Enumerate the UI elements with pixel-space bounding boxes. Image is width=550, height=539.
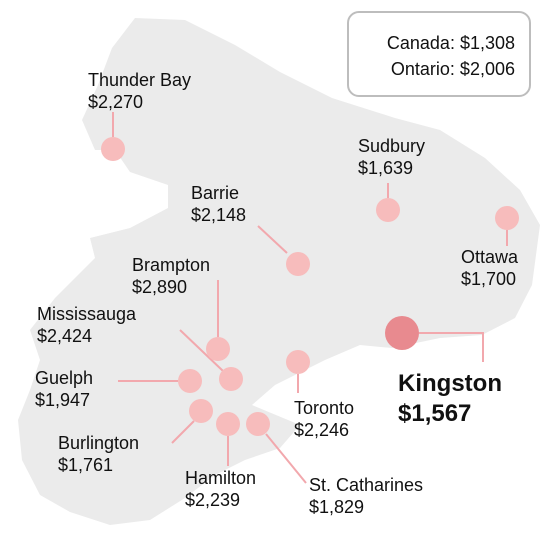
marker-guelph (178, 369, 202, 393)
legend-box: Canada: $1,308 Ontario: $2,006 (347, 11, 531, 97)
label-barrie: Barrie $2,148 (191, 182, 246, 226)
label-guelph: Guelph $1,947 (35, 367, 93, 411)
label-mississauga: Mississauga $2,424 (37, 303, 136, 347)
city-value: $1,947 (35, 390, 91, 410)
land-shape (18, 18, 540, 525)
label-burlington: Burlington $1,761 (58, 432, 139, 476)
city-value: $1,700 (461, 269, 517, 289)
city-name: Thunder Bay (88, 70, 192, 90)
marker-thunder-bay (101, 137, 125, 161)
city-value: $2,239 (185, 490, 241, 510)
marker-kingston (385, 316, 419, 350)
city-value: $2,270 (88, 92, 144, 112)
marker-burlington (189, 399, 213, 423)
leader-line-mississauga (179, 329, 224, 372)
marker-toronto (286, 350, 310, 374)
city-markers (101, 137, 519, 436)
marker-st-catharines (246, 412, 270, 436)
label-sudbury: Sudbury $1,639 (358, 135, 425, 179)
city-name: Burlington (58, 433, 140, 453)
city-value: $2,424 (37, 326, 93, 346)
label-brampton: Brampton $2,890 (132, 254, 210, 298)
city-value: $2,890 (132, 277, 188, 297)
leader-lines (112, 112, 508, 484)
marker-sudbury (376, 198, 400, 222)
leader-line-barrie (257, 225, 288, 254)
legend-canada: Canada: $1,308 (386, 33, 515, 53)
city-name: Ottawa (461, 247, 519, 267)
city-name: Toronto (294, 398, 355, 418)
label-kingston: Kingston $1,567 (398, 369, 502, 429)
city-value: $2,148 (191, 205, 247, 225)
label-st-catharines: St. Catharines $1,829 (309, 474, 423, 518)
marker-brampton (206, 337, 230, 361)
leader-line-kingston (419, 332, 484, 362)
city-name: Sudbury (358, 136, 426, 156)
city-name: Hamilton (185, 468, 257, 488)
city-name: Kingston (398, 370, 502, 397)
city-name: Brampton (132, 255, 211, 275)
city-name: St. Catharines (309, 475, 424, 495)
city-value: $1,761 (58, 455, 114, 475)
city-value: $1,567 (398, 400, 472, 427)
marker-hamilton (216, 412, 240, 436)
city-name: Barrie (191, 183, 240, 203)
label-hamilton: Hamilton $2,239 (185, 467, 256, 511)
label-thunder-bay: Thunder Bay $2,270 (88, 69, 191, 113)
city-name: Guelph (35, 368, 94, 388)
legend-ontario: Ontario: $2,006 (390, 59, 515, 79)
city-value: $2,246 (294, 420, 350, 440)
city-value: $1,829 (309, 497, 365, 517)
marker-barrie (286, 252, 310, 276)
leader-line-burlington (171, 420, 195, 444)
marker-mississauga (219, 367, 243, 391)
city-name: Mississauga (37, 304, 137, 324)
marker-ottawa (495, 206, 519, 230)
city-value: $1,639 (358, 158, 414, 178)
label-toronto: Toronto $2,246 (294, 397, 354, 441)
leader-line-st-catharines (265, 433, 307, 484)
label-ottawa: Ottawa $1,700 (461, 246, 518, 290)
